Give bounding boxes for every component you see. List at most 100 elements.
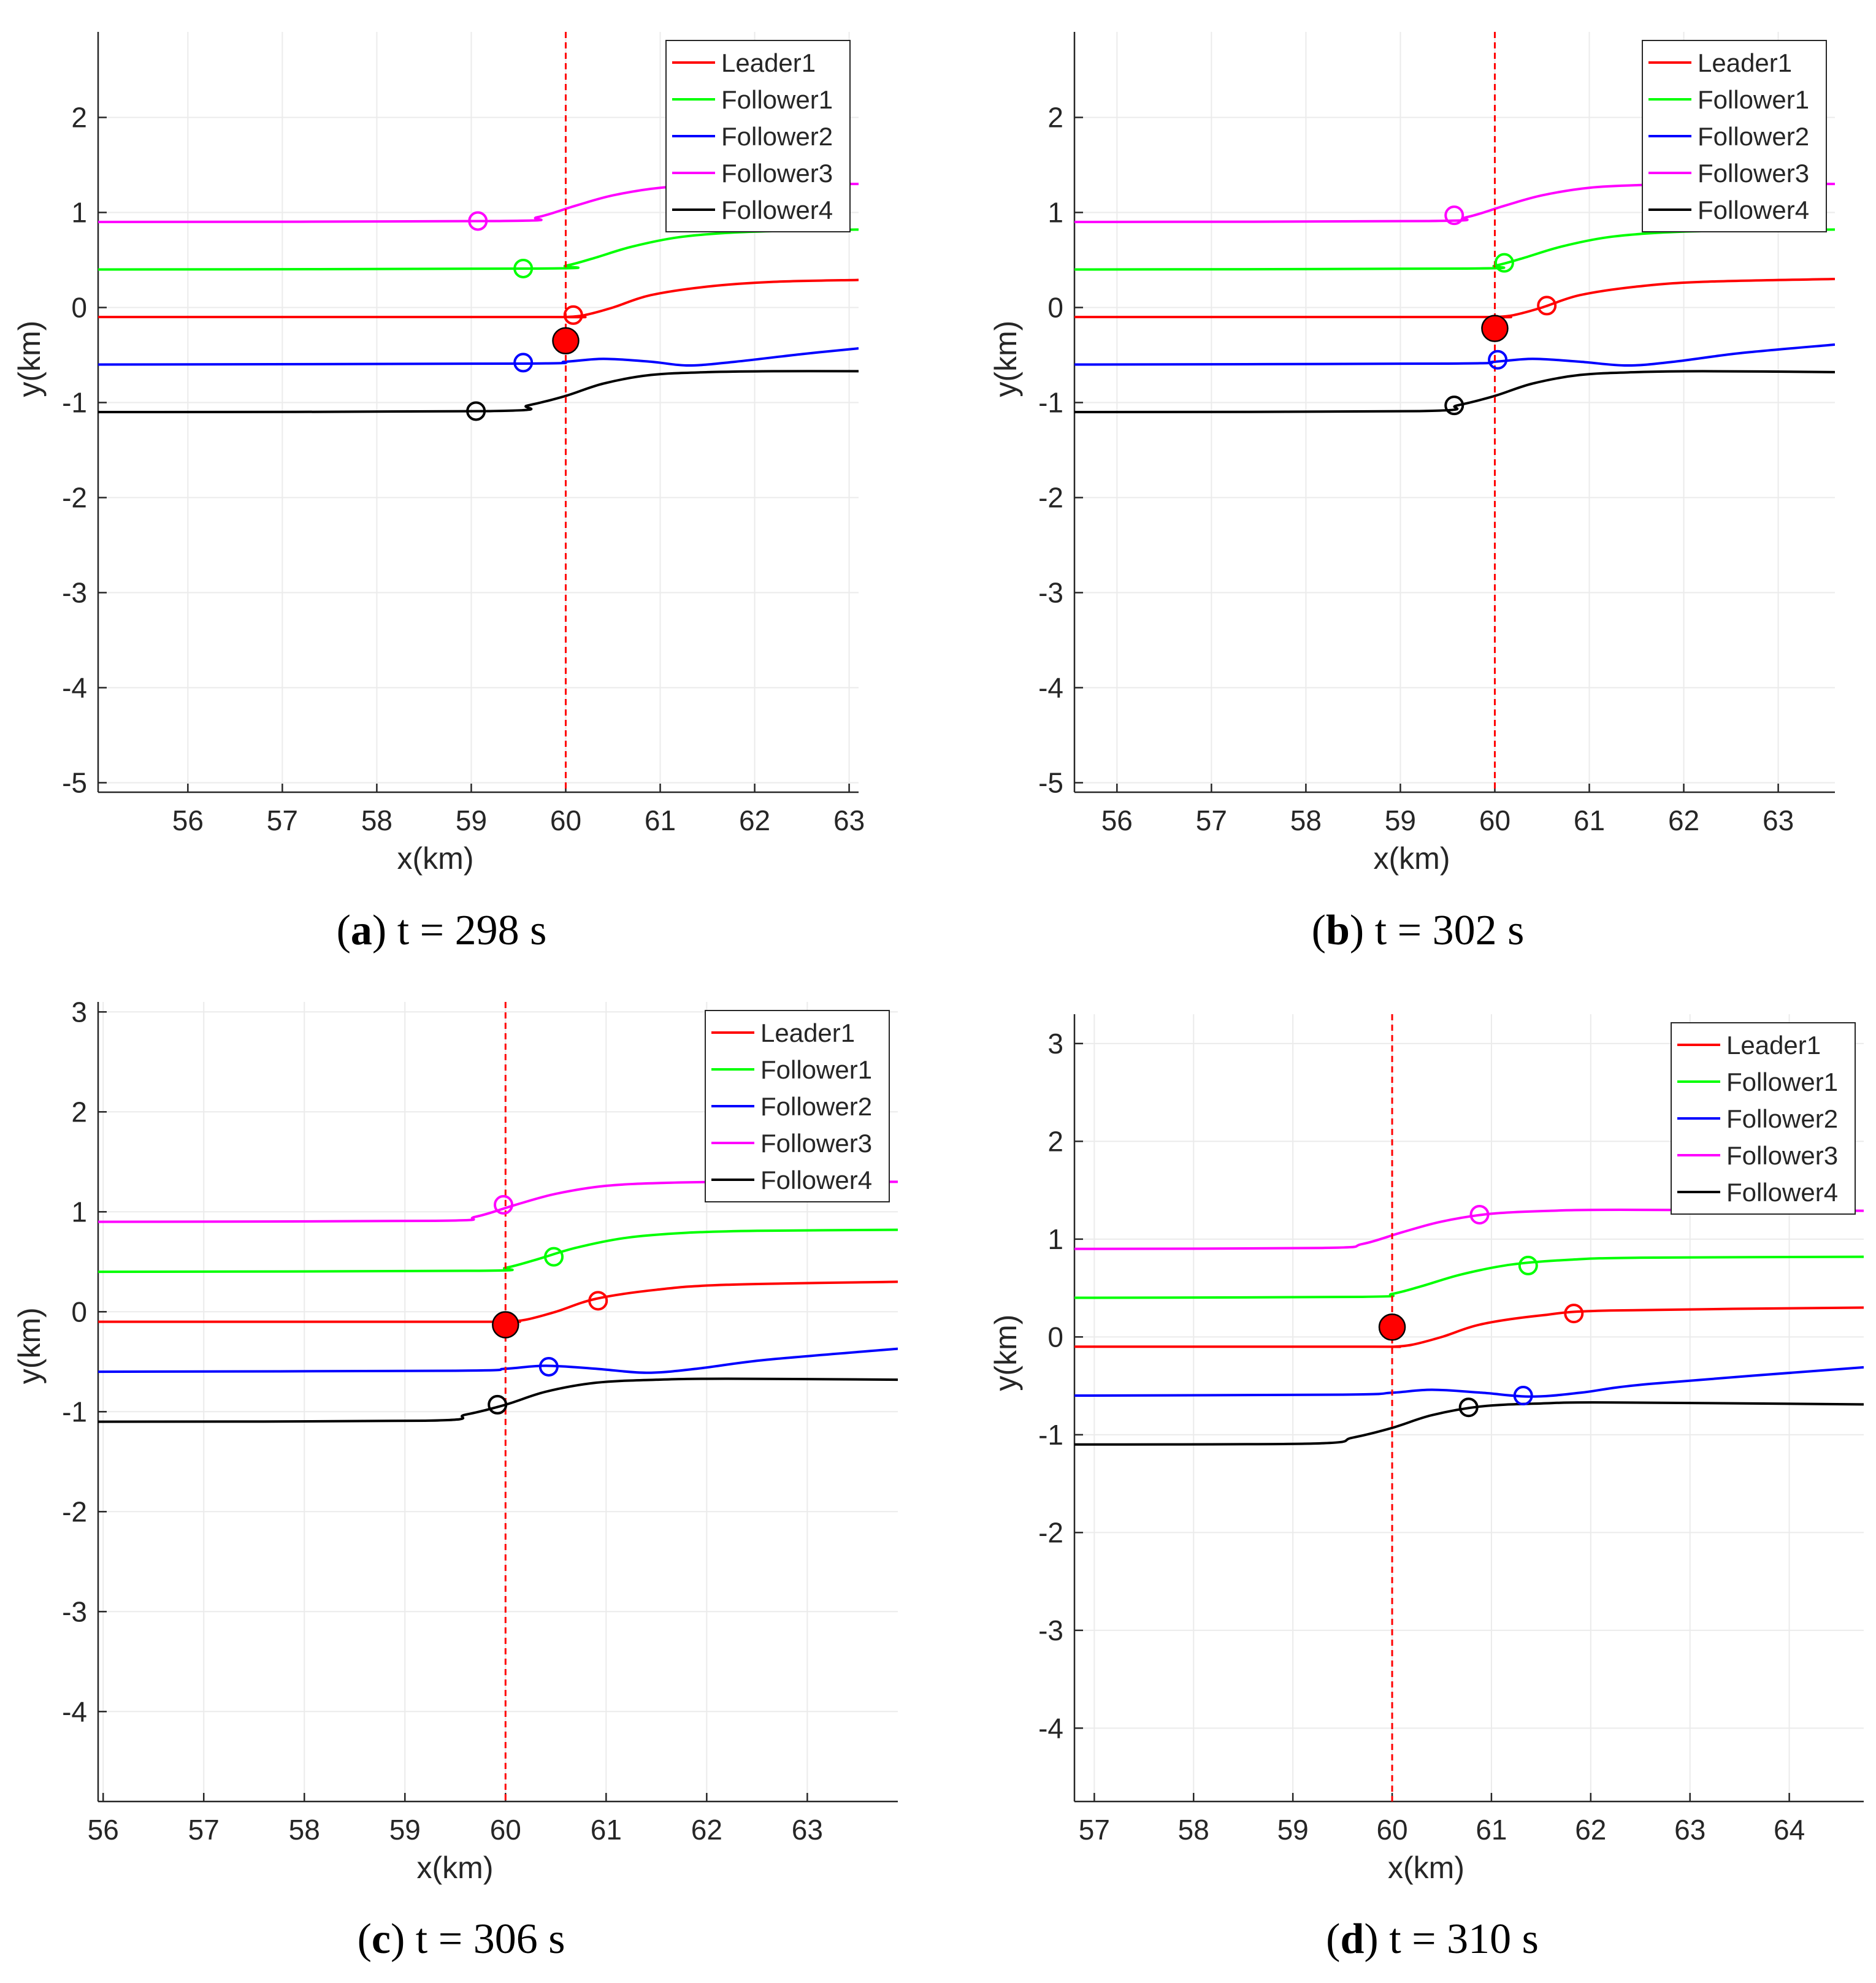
marker-follower4 (1444, 395, 1464, 416)
x-tick-label: 61 (1574, 804, 1605, 836)
x-tick-label: 62 (691, 1814, 722, 1846)
y-tick-label: 0 (1047, 1321, 1063, 1353)
legend-label: Follower2 (1698, 122, 1809, 151)
y-tick-label: 3 (1047, 1028, 1063, 1060)
legend-label: Follower2 (1726, 1104, 1838, 1133)
series-line-follower1 (98, 1228, 898, 1274)
marker-follower4 (1458, 1397, 1479, 1418)
legend-label: Follower4 (760, 1166, 872, 1194)
series-line-follower2 (1074, 1366, 1864, 1398)
legend-label: Follower4 (721, 196, 833, 224)
caption-paren-open: ( (358, 1916, 372, 1963)
panel-caption: (c) t = 306 s (358, 1916, 565, 1963)
x-tick-label: 57 (1196, 804, 1227, 836)
x-tick-label: 60 (1479, 804, 1510, 836)
legend-label: Follower3 (1726, 1141, 1838, 1170)
x-tick-label: 57 (188, 1814, 220, 1846)
panel-d: 57 58 59 60 61 62 63 64 -4 -3 -2 -1 0 1 2 3 x(km) y(km) Le… (989, 1014, 1864, 1963)
panel-b: 56 57 58 59 60 61 62 63 -5 -4 -3 -2 -1 0 1 2 x(km) y(km) L… (989, 32, 1835, 954)
marker-follower1 (1518, 1255, 1538, 1275)
caption-text: t = 298 s (386, 907, 546, 954)
y-tick-label: -1 (62, 387, 87, 419)
caption-text: t = 302 s (1364, 907, 1524, 954)
y-tick-label: 0 (71, 292, 87, 324)
x-tick-label: 61 (591, 1814, 622, 1846)
legend-label: Follower3 (1698, 159, 1809, 188)
caption-label: a (351, 907, 372, 954)
marker-follower3 (1469, 1204, 1490, 1225)
x-tick-label: 64 (1774, 1814, 1805, 1846)
y-axis-label: y(km) (989, 321, 1023, 397)
x-tick-label: 56 (88, 1814, 119, 1846)
y-tick-label: -3 (1038, 577, 1063, 609)
caption-text: t = 306 s (405, 1916, 565, 1963)
x-tick-label: 63 (833, 804, 865, 836)
caption-paren-close: ) (1364, 1916, 1378, 1963)
panel-caption: (d) t = 310 s (1326, 1916, 1539, 1963)
marker-follower4 (488, 1394, 508, 1415)
legend-label: Leader1 (760, 1018, 855, 1047)
x-tick-label: 63 (792, 1814, 823, 1846)
plot-area (98, 1002, 898, 1802)
x-tick-label: 58 (1290, 804, 1322, 836)
y-axis-label: y(km) (12, 321, 47, 397)
legend-label: Follower1 (760, 1055, 872, 1084)
marker-follower3 (1444, 205, 1464, 226)
y-tick-label: -3 (62, 577, 87, 609)
reference-point-marker (492, 1311, 519, 1339)
legend-label: Follower4 (1698, 196, 1809, 224)
series-line-follower2 (98, 347, 859, 367)
series-line-leader1 (1074, 1306, 1864, 1348)
panel-caption: (a) t = 298 s (337, 907, 547, 954)
reference-point-marker (1481, 315, 1509, 342)
y-tick-label: 2 (71, 102, 87, 134)
x-tick-label: 58 (361, 804, 392, 836)
y-tick-label: 3 (71, 996, 87, 1028)
legend: Leader1 Follower1 Follower2 Follower3 Follow… (1671, 1022, 1856, 1215)
y-axis-label: y(km) (12, 1307, 47, 1384)
caption-label: b (1326, 907, 1350, 954)
legend-label: Leader1 (1726, 1031, 1821, 1060)
marker-follower2 (513, 353, 534, 373)
y-tick-label: -4 (62, 1695, 87, 1727)
marker-follower2 (538, 1356, 559, 1377)
series-line-follower4 (1074, 370, 1835, 413)
x-tick-label: 59 (389, 1814, 421, 1846)
x-axis-label: x(km) (417, 1851, 494, 1885)
x-axis-label: x(km) (1388, 1851, 1464, 1885)
x-tick-label: 62 (1668, 804, 1699, 836)
marker-leader1 (1537, 296, 1557, 316)
legend-label: Follower4 (1726, 1178, 1838, 1207)
series-line-follower4 (1074, 1401, 1864, 1446)
y-tick-label: -3 (62, 1595, 87, 1627)
caption-paren-close: ) (372, 907, 386, 954)
x-tick-label: 60 (1376, 1814, 1407, 1846)
legend: Leader1 Follower1 Follower2 Follower3 Follow… (1642, 40, 1827, 232)
x-tick-label: 59 (1385, 804, 1416, 836)
legend-label: Leader1 (721, 48, 816, 77)
legend: Leader1 Follower1 Follower2 Follower3 Follow… (665, 40, 851, 232)
y-tick-label: -2 (1038, 482, 1063, 514)
series-line-follower4 (98, 370, 859, 413)
y-tick-label: -4 (1038, 672, 1063, 704)
x-tick-label: 56 (172, 804, 204, 836)
marker-follower3 (494, 1194, 514, 1215)
reference-point-marker (552, 327, 580, 354)
y-tick-label: -3 (1038, 1614, 1063, 1646)
series-line-follower2 (1074, 343, 1835, 367)
y-tick-label: 1 (1047, 197, 1063, 229)
panel-caption: (b) t = 302 s (1312, 907, 1525, 954)
caption-paren-open: ( (1312, 907, 1326, 954)
caption-paren-open: ( (1326, 1916, 1340, 1963)
marker-follower2 (1488, 350, 1508, 370)
x-tick-label: 59 (1277, 1814, 1309, 1846)
series-line-follower4 (98, 1377, 898, 1423)
caption-paren-close: ) (391, 1916, 405, 1963)
legend-label: Follower2 (721, 122, 833, 151)
y-tick-label: -1 (1038, 1419, 1063, 1451)
marker-follower3 (468, 211, 488, 231)
x-axis-label: x(km) (1374, 841, 1450, 876)
y-tick-label: 1 (1047, 1223, 1063, 1255)
